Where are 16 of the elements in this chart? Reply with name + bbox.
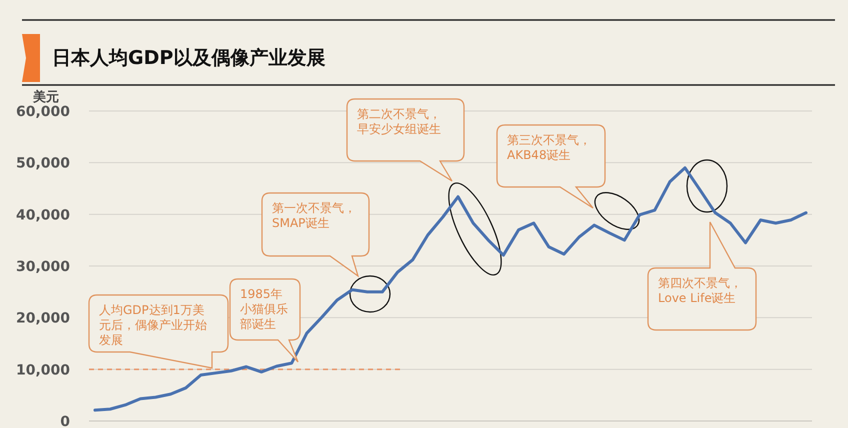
annotation: 人均GDP达到1万美元后，偶像产业开始发展	[99, 303, 207, 347]
y-tick-label: 0	[60, 414, 70, 428]
line-series	[94, 166, 808, 412]
y-tick-label: 40,000	[16, 207, 70, 224]
y-tick-label: 30,000	[16, 259, 70, 275]
y-axis-title: 美元	[32, 89, 59, 105]
y-tick-label: 10,000	[16, 362, 70, 378]
annotation: 第三次不景气，AKB48诞生	[507, 133, 591, 162]
y-tick-label: 50,000	[16, 156, 70, 172]
annotation: 第二次不景气，早安少女组诞生	[357, 107, 441, 136]
y-tick-label: 60,000	[16, 104, 70, 120]
annotation: 第四次不景气，Love Life诞生	[658, 276, 742, 305]
annotation: 1985年小猫俱乐部诞生	[240, 287, 288, 331]
chart-title: 日本人均GDP以及偶像产业发展	[52, 47, 326, 69]
y-tick-label: 20,000	[16, 310, 70, 327]
annotation: 第一次不景气，SMAP诞生	[272, 201, 356, 230]
